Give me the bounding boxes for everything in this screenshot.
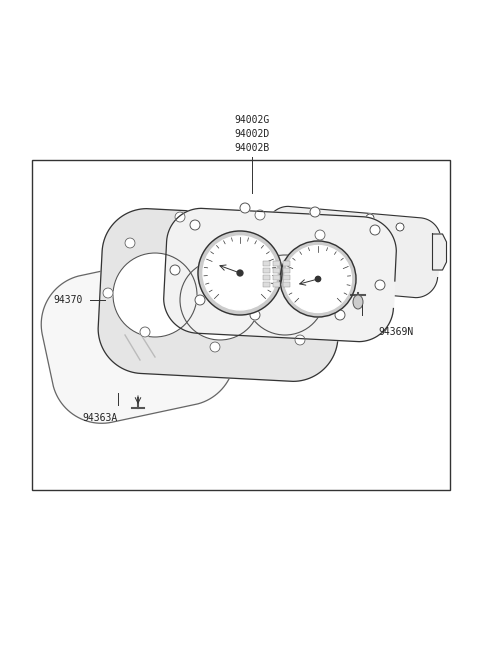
Circle shape — [336, 269, 344, 277]
Bar — [283, 282, 289, 286]
Bar — [283, 261, 289, 265]
Bar — [273, 261, 279, 265]
Circle shape — [375, 280, 385, 290]
Circle shape — [315, 276, 321, 282]
Polygon shape — [164, 208, 396, 342]
Circle shape — [175, 212, 185, 222]
Bar — [263, 274, 269, 280]
Text: 94363A: 94363A — [83, 413, 118, 423]
Circle shape — [250, 310, 260, 320]
Polygon shape — [98, 209, 342, 381]
Circle shape — [210, 342, 220, 352]
Bar — [32, 160, 450, 490]
Text: 94002G: 94002G — [234, 115, 270, 125]
Circle shape — [255, 210, 265, 220]
Circle shape — [285, 246, 351, 312]
Circle shape — [113, 253, 197, 337]
Polygon shape — [432, 234, 446, 270]
Circle shape — [335, 310, 345, 320]
Circle shape — [103, 288, 113, 298]
Circle shape — [190, 220, 200, 230]
Circle shape — [315, 230, 325, 240]
Circle shape — [366, 214, 374, 222]
Circle shape — [326, 216, 334, 224]
Circle shape — [310, 207, 320, 217]
Bar — [263, 267, 269, 272]
Text: 94369N: 94369N — [378, 327, 413, 337]
Circle shape — [125, 238, 135, 248]
Circle shape — [170, 265, 180, 275]
Circle shape — [198, 231, 282, 315]
Circle shape — [203, 236, 277, 310]
Circle shape — [240, 203, 250, 213]
Circle shape — [195, 295, 205, 305]
Circle shape — [295, 335, 305, 345]
Circle shape — [376, 261, 384, 269]
Bar — [283, 267, 289, 272]
Circle shape — [280, 241, 356, 317]
Bar — [263, 282, 269, 286]
Circle shape — [140, 327, 150, 337]
Polygon shape — [41, 257, 235, 423]
Circle shape — [245, 255, 325, 335]
Text: 94002B: 94002B — [234, 143, 270, 153]
Circle shape — [396, 223, 404, 231]
Bar — [273, 282, 279, 286]
Circle shape — [296, 236, 304, 244]
Polygon shape — [263, 206, 441, 297]
Circle shape — [370, 225, 380, 235]
Bar — [263, 261, 269, 265]
Circle shape — [237, 270, 243, 276]
Text: 94370: 94370 — [53, 295, 83, 305]
Bar — [273, 267, 279, 272]
Text: 94002D: 94002D — [234, 129, 270, 139]
Circle shape — [330, 278, 340, 288]
Ellipse shape — [353, 295, 363, 309]
Bar — [273, 274, 279, 280]
Circle shape — [180, 260, 260, 340]
Bar — [283, 274, 289, 280]
